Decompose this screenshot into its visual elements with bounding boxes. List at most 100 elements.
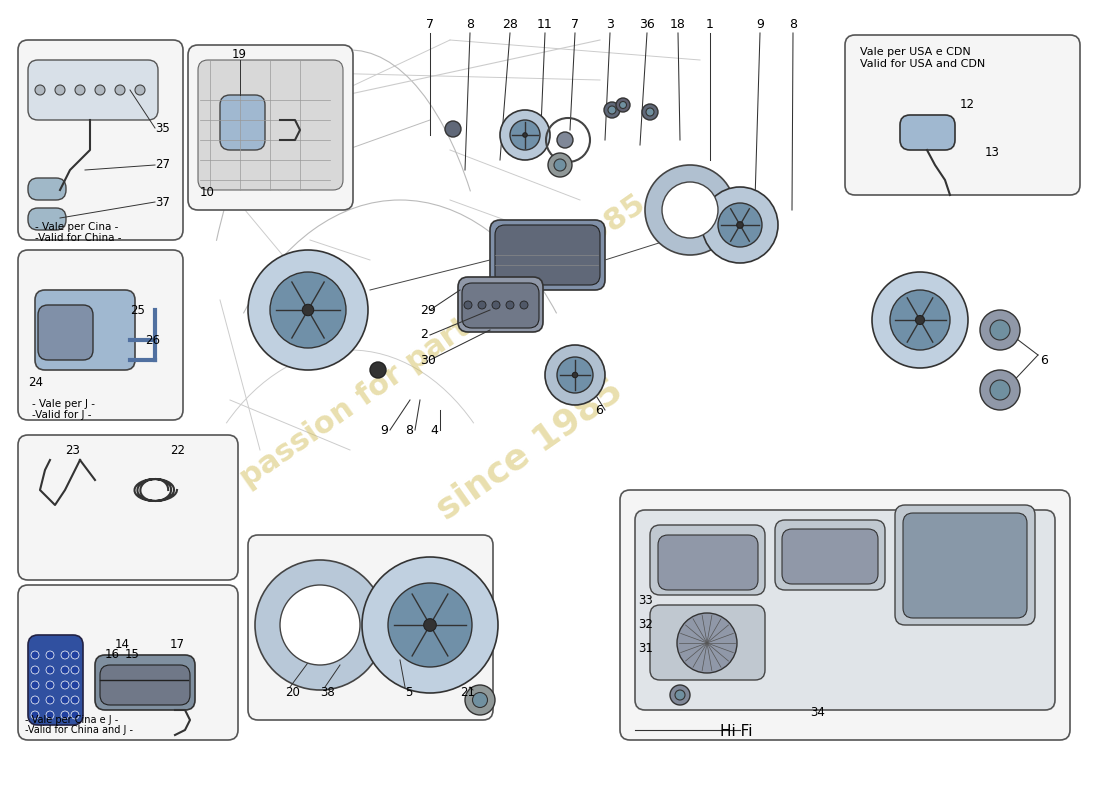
FancyBboxPatch shape: [620, 490, 1070, 740]
Circle shape: [255, 560, 385, 690]
Text: -Valid for J -: -Valid for J -: [32, 410, 91, 420]
FancyBboxPatch shape: [650, 605, 764, 680]
Circle shape: [31, 666, 38, 674]
Text: 3: 3: [606, 18, 614, 31]
Circle shape: [31, 681, 38, 689]
FancyBboxPatch shape: [776, 520, 886, 590]
Circle shape: [662, 182, 718, 238]
Circle shape: [60, 696, 69, 704]
FancyBboxPatch shape: [18, 585, 238, 740]
Circle shape: [872, 272, 968, 368]
Circle shape: [72, 681, 79, 689]
Text: 12: 12: [960, 98, 975, 111]
Circle shape: [554, 159, 566, 171]
Circle shape: [890, 290, 950, 350]
Text: 19: 19: [232, 49, 248, 62]
Circle shape: [557, 132, 573, 148]
Circle shape: [702, 187, 778, 263]
FancyBboxPatch shape: [490, 220, 605, 290]
Text: 8: 8: [466, 18, 474, 31]
FancyBboxPatch shape: [462, 283, 539, 328]
FancyBboxPatch shape: [650, 525, 764, 595]
Text: Valid for USA and CDN: Valid for USA and CDN: [860, 59, 986, 69]
Circle shape: [46, 666, 54, 674]
FancyBboxPatch shape: [220, 95, 265, 150]
Circle shape: [60, 651, 69, 659]
Text: since 1985: since 1985: [431, 374, 629, 526]
Circle shape: [31, 651, 38, 659]
Text: Vale per USA e CDN: Vale per USA e CDN: [860, 47, 970, 57]
Circle shape: [370, 362, 386, 378]
Circle shape: [72, 651, 79, 659]
Circle shape: [557, 357, 593, 393]
FancyBboxPatch shape: [35, 290, 135, 370]
Circle shape: [718, 203, 762, 247]
Circle shape: [116, 85, 125, 95]
Text: - Vale per J -: - Vale per J -: [32, 399, 95, 409]
FancyBboxPatch shape: [28, 635, 82, 725]
FancyBboxPatch shape: [782, 529, 878, 584]
FancyBboxPatch shape: [895, 505, 1035, 625]
FancyBboxPatch shape: [495, 225, 600, 285]
Text: 36: 36: [639, 18, 654, 31]
Circle shape: [737, 222, 744, 228]
Circle shape: [980, 310, 1020, 350]
Text: 1: 1: [706, 18, 714, 31]
Circle shape: [676, 613, 737, 673]
Text: 25: 25: [130, 303, 145, 317]
Circle shape: [35, 85, 45, 95]
Text: 10: 10: [200, 186, 214, 198]
Circle shape: [31, 711, 38, 719]
Text: 9: 9: [756, 18, 763, 31]
Circle shape: [464, 301, 472, 309]
Circle shape: [492, 301, 500, 309]
Circle shape: [135, 85, 145, 95]
Circle shape: [473, 693, 487, 707]
Text: 15: 15: [125, 649, 140, 662]
Circle shape: [46, 696, 54, 704]
Text: 22: 22: [170, 443, 185, 457]
Text: 13: 13: [984, 146, 1000, 158]
Circle shape: [990, 320, 1010, 340]
Circle shape: [675, 690, 685, 700]
Text: 33: 33: [638, 594, 652, 606]
Text: 8: 8: [789, 18, 797, 31]
Circle shape: [424, 618, 437, 631]
Circle shape: [544, 345, 605, 405]
Circle shape: [446, 121, 461, 137]
Text: - Vale per Cina e J -: - Vale per Cina e J -: [25, 715, 119, 725]
Text: - Vale per Cina -: - Vale per Cina -: [35, 222, 119, 232]
Text: 9: 9: [379, 423, 388, 437]
Circle shape: [520, 301, 528, 309]
FancyBboxPatch shape: [658, 535, 758, 590]
Text: 24: 24: [28, 375, 43, 389]
Text: 6: 6: [595, 403, 603, 417]
Circle shape: [642, 104, 658, 120]
FancyBboxPatch shape: [18, 435, 238, 580]
Text: 7: 7: [571, 18, 579, 31]
Circle shape: [248, 250, 368, 370]
Text: 35: 35: [155, 122, 169, 134]
Circle shape: [72, 696, 79, 704]
Circle shape: [608, 106, 616, 114]
Circle shape: [72, 711, 79, 719]
Text: 21: 21: [460, 686, 475, 698]
Circle shape: [506, 301, 514, 309]
FancyBboxPatch shape: [39, 305, 94, 360]
Circle shape: [388, 583, 472, 667]
Text: 5: 5: [405, 686, 412, 698]
Text: 27: 27: [155, 158, 170, 171]
FancyBboxPatch shape: [28, 60, 158, 120]
Text: 14: 14: [116, 638, 130, 651]
Text: 2: 2: [420, 329, 428, 342]
Text: 6: 6: [1040, 354, 1048, 366]
Text: 16: 16: [104, 649, 120, 662]
Text: 23: 23: [65, 443, 80, 457]
Text: 8: 8: [405, 423, 412, 437]
Circle shape: [270, 272, 346, 348]
Text: 29: 29: [420, 303, 436, 317]
Text: -Valid for China and J -: -Valid for China and J -: [25, 725, 133, 735]
Circle shape: [548, 153, 572, 177]
Text: 30: 30: [420, 354, 436, 366]
Text: a passion for parts since 1985: a passion for parts since 1985: [209, 190, 651, 510]
